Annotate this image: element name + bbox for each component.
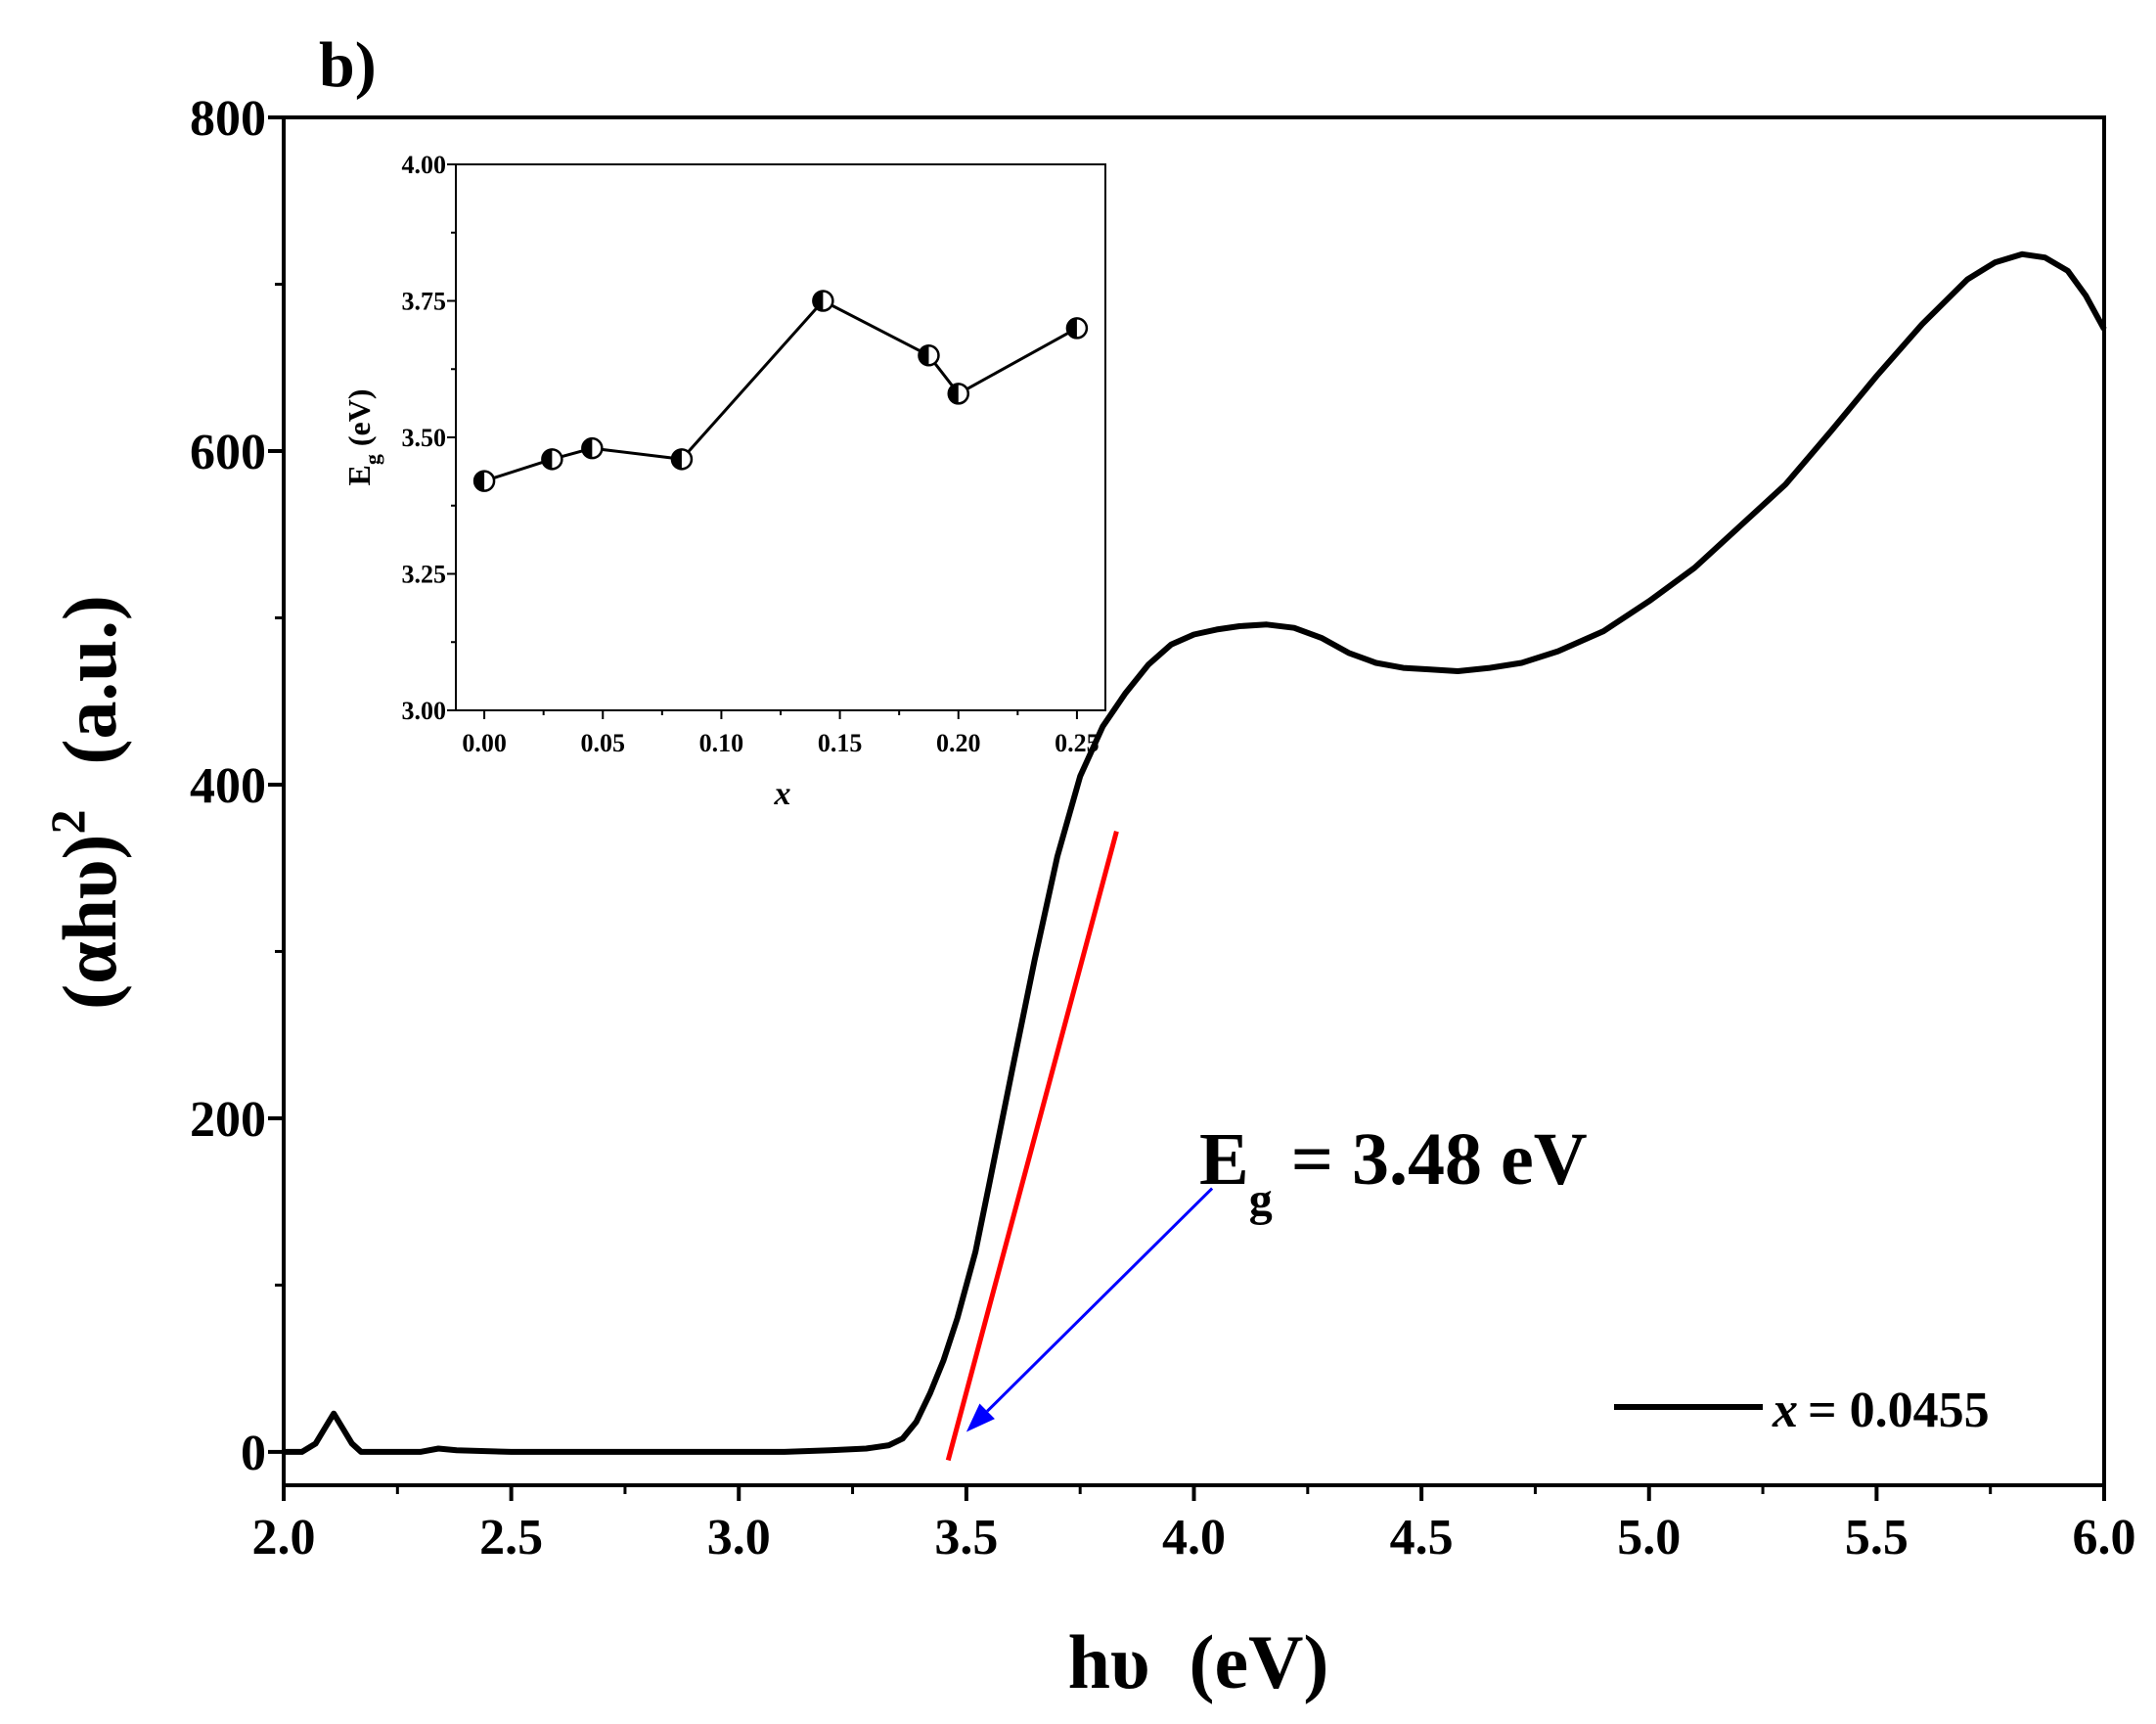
x-tick-label: 5.5 [1845,1510,1909,1565]
svg-text:(αhυ)2(a.u.): (αhυ)2 (a.u.) [40,595,132,1010]
inset-data-point [472,470,496,492]
legend-label: x = 0.0455 [1772,1383,1990,1438]
inset-data-point [918,344,940,367]
y-title-unit: (a.u.) [47,595,132,764]
marker-half-fill [542,449,553,470]
tauc-fit-line [945,831,1119,1462]
eg-arrow-line [986,1187,1214,1413]
x-tick-label: 6.0 [2073,1510,2136,1565]
inset-markers [472,290,1089,492]
inset-chart: 0.00 0.05 0.10 0.15 0.20 0.25 3.00 3.25 3.50 3.75… [341,151,1106,812]
x-tick-label: 4.0 [1162,1510,1226,1565]
inset-y-axis-title: Eg (eV) [341,389,384,486]
inset-y-title-sub: g [360,454,384,465]
y-tick-label: 200 [190,1092,266,1148]
panel-label: b) [319,29,377,101]
inset-tick-labels: 0.00 0.05 0.10 0.15 0.20 0.25 3.00 3.25 3.50 3.75… [402,151,1100,757]
marker-half-fill [948,384,959,404]
inset-plot-frame [455,163,1106,711]
inset-y-tick-label: 3.25 [402,561,447,589]
marker-half-fill [671,449,682,470]
inset-x-tick-label: 0.05 [580,729,625,757]
y-title-main: (αhυ) [47,834,132,1009]
x-title-unit: (eV) [1189,1619,1328,1704]
main-axis-ticks [268,115,2106,1501]
inset-y-tick-label: 3.50 [402,424,447,452]
inset-y-tick-label: 3.00 [402,697,447,725]
legend: x = 0.0455 [1614,1383,1990,1438]
x-title-main: hυ [1068,1619,1150,1704]
inset-y-title-main: E [341,465,377,485]
svg-text:Eg (eV): Eg (eV) [341,389,384,486]
main-tick-labels: 2.0 2.5 3.0 3.5 4.0 4.5 5.0 5.5 6.0 0 200 400 600 800 [190,91,2136,1565]
inset-data-point [1065,317,1089,340]
x-tick-label: 5.0 [1617,1510,1681,1565]
main-x-axis-title: hυ (eV) [1068,1619,1329,1704]
x-tick-label: 3.0 [707,1510,771,1565]
legend-value: = 0.0455 [1808,1383,1990,1438]
y-tick-label: 800 [190,91,266,147]
inset-data-point [947,383,970,405]
inset-x-tick-label: 0.00 [462,729,507,757]
marker-half-fill [474,471,485,491]
inset-y-tick-label: 4.00 [402,151,447,179]
inset-data-point [541,448,563,471]
inset-y-tick-label: 3.75 [402,288,447,316]
legend-var: x [1772,1383,1798,1438]
annotation-rest: = 3.48 eV [1273,1118,1588,1201]
y-title-sup: 2 [40,809,95,834]
inset-x-tick-label: 0.10 [699,729,744,757]
annotation-main: E [1199,1118,1249,1201]
inset-y-title-unit: (eV) [341,389,377,455]
inset-data-point [812,290,834,312]
marker-half-fill [1066,318,1077,339]
annotation-sub: g [1249,1174,1273,1226]
y-tick-label: 400 [190,758,266,814]
inset-x-tick-label: 0.25 [1055,729,1100,757]
x-tick-label: 3.5 [934,1510,998,1565]
main-y-axis-title: (αhυ)2 (a.u.) [40,595,132,1010]
eg-arrow-head [966,1403,995,1432]
absorption-curve [284,250,2107,1455]
marker-half-fill [919,345,929,366]
inset-data-point [581,436,604,460]
x-tick-label: 2.5 [479,1510,543,1565]
band-gap-annotation: Eg = 3.48 eV [1199,1118,1588,1226]
inset-x-tick-label: 0.15 [818,729,863,757]
inset-axis-ticks [447,163,1078,719]
marker-half-fill [582,438,593,459]
y-tick-label: 600 [190,425,266,480]
marker-half-fill [813,291,824,311]
y-tick-label: 0 [241,1426,266,1481]
x-tick-label: 2.0 [252,1510,316,1565]
inset-x-tick-label: 0.20 [936,729,981,757]
inset-data-point [670,448,694,471]
inset-x-axis-title: x [774,776,791,812]
x-tick-label: 4.5 [1390,1510,1454,1565]
